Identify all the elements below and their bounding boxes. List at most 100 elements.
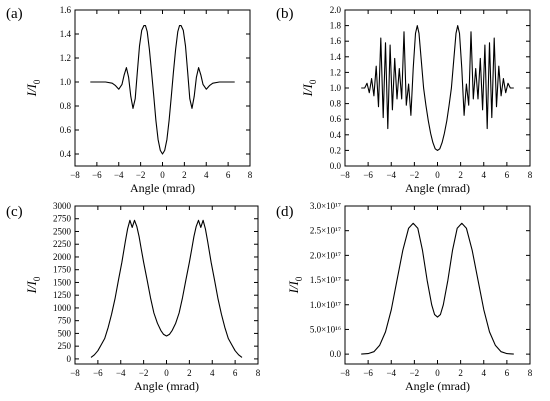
y-tick-label: 0.8 <box>330 99 342 109</box>
panel-label: (b) <box>276 6 294 22</box>
y-tick-label: 1.6 <box>330 36 342 46</box>
y-label-separator: / <box>24 284 39 290</box>
x-tick-label: −4 <box>386 170 396 180</box>
plot-frame <box>74 9 251 167</box>
y-label-denominator: I <box>24 83 39 89</box>
x-tick-label: 2 <box>458 170 463 180</box>
x-axis-label: Angle (mrad) <box>134 379 199 393</box>
y-label-denominator: I <box>286 280 301 286</box>
y-tick-label: 2.5×10¹⁷ <box>310 226 341 236</box>
series-line <box>90 219 243 358</box>
x-axis-label: Angle (mrad) <box>130 181 195 195</box>
x-tick-label: 4 <box>482 368 487 378</box>
y-tick-label: 1.0 <box>330 83 342 93</box>
y-label-subscript: 0 <box>32 276 42 281</box>
plot-frame <box>74 205 259 365</box>
x-tick-label: −6 <box>363 368 373 378</box>
y-label-separator: / <box>300 87 315 93</box>
y-tick-label: 1500 <box>53 277 72 287</box>
y-axis-label: I/I0 <box>286 276 304 294</box>
series-line <box>361 222 514 355</box>
y-tick-label: 1.5×10¹⁷ <box>310 275 341 285</box>
y-tick-label: 1.4 <box>60 29 72 39</box>
x-tick-label: 8 <box>256 368 261 378</box>
y-tick-label: 0.0 <box>330 161 342 171</box>
y-label-numerator: I <box>24 91 39 97</box>
y-tick-label: 3.0×10¹⁷ <box>310 201 341 211</box>
y-tick-label: 1.2 <box>60 53 71 63</box>
x-tick-label: −2 <box>410 170 420 180</box>
x-tick-label: −2 <box>136 170 146 180</box>
x-tick-label: 8 <box>528 170 533 180</box>
x-tick-label: −8 <box>340 368 350 378</box>
y-tick-label: 0 <box>67 354 72 364</box>
y-tick-label: 2000 <box>53 252 72 262</box>
x-tick-label: −6 <box>92 170 102 180</box>
x-tick-label: 0 <box>160 170 165 180</box>
y-tick-label: 5.0×10¹⁶ <box>310 324 341 334</box>
x-tick-label: 6 <box>505 170 510 180</box>
y-label-denominator: I <box>24 280 39 286</box>
y-label-subscript: 0 <box>308 79 318 84</box>
x-tick-label: −6 <box>93 368 103 378</box>
y-tick-label: 250 <box>58 341 72 351</box>
series-line <box>90 25 235 155</box>
y-label-separator: / <box>24 87 39 93</box>
x-tick-label: 4 <box>204 170 209 180</box>
x-tick-label: −4 <box>114 170 124 180</box>
x-tick-label: 0 <box>435 170 440 180</box>
x-tick-label: 0 <box>435 368 440 378</box>
x-axis-label: Angle (mrad) <box>405 181 470 195</box>
y-tick-label: 0.0 <box>330 349 342 359</box>
y-label-numerator: I <box>300 91 315 97</box>
y-tick-label: 0.2 <box>330 145 341 155</box>
x-tick-label: 0 <box>164 368 169 378</box>
y-tick-label: 500 <box>58 328 72 338</box>
y-label-subscript: 0 <box>32 79 42 84</box>
y-tick-label: 750 <box>58 316 72 326</box>
x-tick-label: −8 <box>70 368 80 378</box>
y-tick-label: 3000 <box>53 201 72 211</box>
y-tick-label: 1.2 <box>330 67 341 77</box>
y-tick-label: 1250 <box>53 290 72 300</box>
panel-label: (a) <box>6 6 23 22</box>
y-tick-label: 1.6 <box>60 5 72 15</box>
x-tick-label: 8 <box>248 170 253 180</box>
x-tick-label: 2 <box>458 368 463 378</box>
panel-c: −8 −6 −4 −2 0 2 4 6 8 0 250 500 750 1000 1250 1500 1750 2… <box>6 201 261 393</box>
panel-a: −8 −6 −4 −2 0 2 4 6 8 0.4 0.6 0.8 1.0 1.2 1.4 1.6 (a) Ang… <box>6 5 253 195</box>
x-tick-label: 4 <box>482 170 487 180</box>
series-line <box>361 25 514 151</box>
y-label-denominator: I <box>300 83 315 89</box>
x-tick-label: −4 <box>116 368 126 378</box>
y-tick-label: 1.0×10¹⁷ <box>310 300 341 310</box>
y-tick-label: 0.6 <box>330 114 342 124</box>
y-tick-label: 2500 <box>53 226 72 236</box>
y-tick-label: 0.8 <box>60 101 72 111</box>
y-tick-label: 1.0 <box>60 77 72 87</box>
panel-b: −8 −6 −4 −2 0 2 4 6 8 0.0 0.2 0.4 0.6 0.8 1.0 1.2 1.4 1.6… <box>276 5 533 195</box>
y-axis-label: I/I0 <box>24 276 42 294</box>
x-tick-label: −8 <box>70 170 80 180</box>
y-label-subscript: 0 <box>294 276 304 281</box>
panel-d: −8 −6 −4 −2 0 2 4 6 8 0.0 5.0×10¹⁶ 1.0×10¹⁷ 1.5×10¹⁷… <box>276 201 533 393</box>
x-tick-label: 4 <box>210 368 215 378</box>
y-axis-label: I/I0 <box>300 79 318 97</box>
x-tick-label: 2 <box>187 368 192 378</box>
y-tick-label: 2.0×10¹⁷ <box>310 250 341 260</box>
panel-label: (c) <box>6 204 23 220</box>
y-tick-label: 2.0 <box>330 5 342 15</box>
y-label-numerator: I <box>286 288 301 294</box>
x-tick-label: 6 <box>226 170 231 180</box>
x-tick-label: 2 <box>182 170 187 180</box>
y-tick-label: 0.6 <box>60 125 72 135</box>
x-axis-label: Angle (mrad) <box>405 379 470 393</box>
x-tick-label: 8 <box>528 368 533 378</box>
y-tick-label: 1750 <box>53 265 72 275</box>
y-tick-label: 0.4 <box>60 149 72 159</box>
y-label-numerator: I <box>24 288 39 294</box>
y-tick-label: 1000 <box>53 303 72 313</box>
x-tick-label: −8 <box>340 170 350 180</box>
x-tick-label: 6 <box>505 368 510 378</box>
